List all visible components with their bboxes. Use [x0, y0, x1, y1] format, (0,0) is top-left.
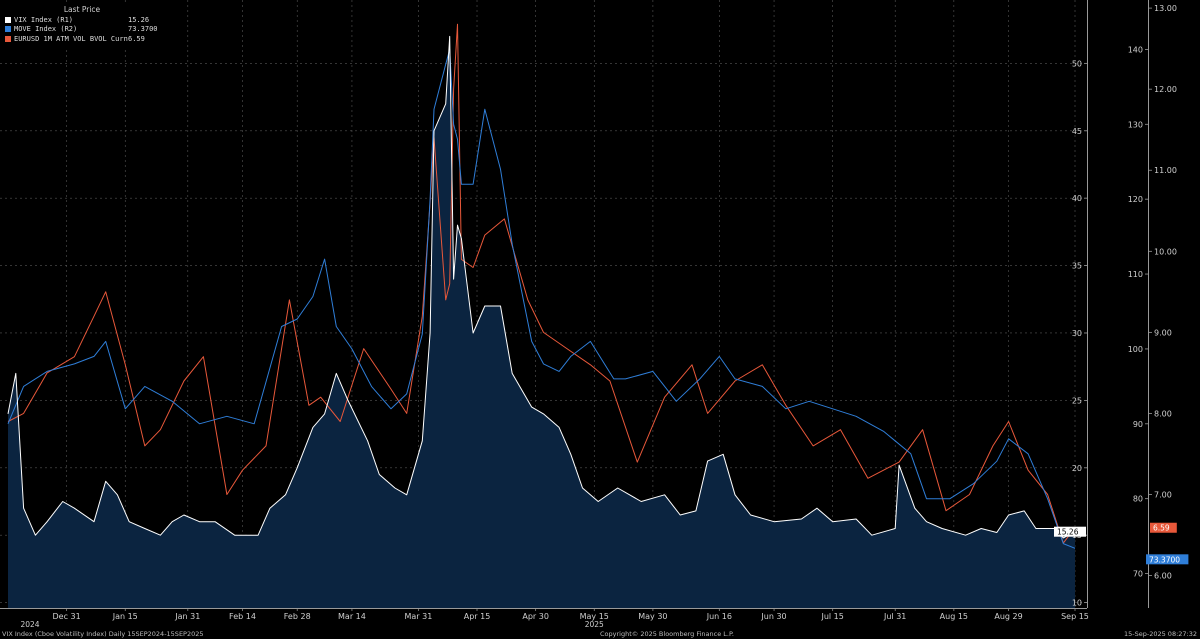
x-tick-label: Aug 29 — [994, 612, 1022, 621]
r1-tick-label: 35 — [1072, 262, 1082, 271]
r1-tick-label: 45 — [1072, 127, 1082, 136]
r3-tick-label: 13.00 — [1154, 4, 1177, 13]
last-value-move-bg — [1146, 554, 1189, 565]
legend-header: Last Price — [63, 5, 101, 14]
x-tick-label: May 15 — [580, 612, 609, 621]
last-value-eurusd: 6.59 — [1153, 524, 1170, 533]
legend-name-eurusd: EURUSD 1M ATM VOL BVOL Curncy (R3) — [14, 34, 128, 43]
x-tick-label: Jan 31 — [174, 612, 200, 621]
x-tick-label: Mar 31 — [404, 612, 432, 621]
x-tick-label: May 30 — [638, 612, 667, 621]
legend-item-eurusd: EURUSD 1M ATM VOL BVOL Curncy (R3) 6.59 — [2, 34, 162, 44]
legend-swatch-eurusd — [5, 35, 11, 42]
r2-tick-label: 110 — [1128, 270, 1143, 279]
r2-tick-label: 80 — [1133, 495, 1143, 504]
r3-tick-label: 6.00 — [1154, 572, 1172, 581]
x-tick-label: Jul 15 — [820, 612, 843, 621]
legend-name-move: MOVE Index (R2) — [14, 25, 78, 34]
r3-tick-label: 7.00 — [1154, 491, 1172, 500]
footer: VIX Index (Cboe Volatility Index) Daily … — [0, 628, 1200, 639]
last-value-vix-bg — [1054, 526, 1086, 537]
r3-tick-label: 10.00 — [1154, 247, 1177, 256]
r2-tick-label: 70 — [1133, 570, 1143, 579]
r1-tick-label: 10 — [1072, 599, 1082, 608]
x-tick-label: Apr 15 — [464, 612, 491, 621]
x-tick-label: Jan 15 — [112, 612, 138, 621]
r1-tick-label: 50 — [1072, 59, 1082, 68]
r3-tick-label: 9.00 — [1154, 328, 1172, 337]
x-tick-label: Mar 14 — [338, 612, 366, 621]
last-value-eurusd-bg — [1150, 522, 1177, 533]
legend-swatch-move — [5, 26, 11, 33]
legend-swatch-vix — [5, 16, 11, 23]
r1-tick-label: 25 — [1072, 396, 1082, 405]
legend-name-vix: VIX Index (R1) — [14, 15, 74, 24]
x-tick-label: Aug 15 — [940, 612, 968, 621]
series-layer — [7, 23, 1076, 608]
legend-value-move: 73.3700 — [128, 25, 158, 34]
x-tick-label: Jun 16 — [706, 612, 732, 621]
x-tick-label: Apr 30 — [522, 612, 549, 621]
x-tick-label: Feb 14 — [229, 612, 256, 621]
legend-item-move: MOVE Index (R2) 73.3700 — [2, 25, 162, 35]
footer-source: VIX Index (Cboe Volatility Index) Daily … — [2, 630, 204, 638]
r2-tick-label: 100 — [1128, 345, 1143, 354]
legend: Last Price VIX Index (R1) 15.26 MOVE Ind… — [2, 5, 162, 47]
eurusd-line — [7, 23, 1076, 544]
r3-tick-label: 12.00 — [1154, 85, 1177, 94]
vix-area — [8, 36, 1075, 608]
r2-tick-label: 130 — [1128, 120, 1143, 129]
footer-timestamp: 15-Sep-2025 08:27:32 — [1123, 630, 1197, 638]
r1-tick-label: 40 — [1072, 194, 1082, 203]
year-label-2024: 2024 — [20, 620, 39, 628]
last-value-vix: 15.26 — [1057, 528, 1079, 537]
r3-tick-label: 11.00 — [1154, 166, 1177, 175]
r2-tick-label: 120 — [1128, 195, 1143, 204]
x-tick-label: Dec 31 — [53, 612, 81, 621]
x-tick-label: Jun 30 — [760, 612, 786, 621]
vix-line — [7, 35, 1076, 539]
footer-copyright: Copyright© 2025 Bloomberg Finance L.P. — [600, 630, 734, 638]
r2-tick-label: 140 — [1128, 45, 1143, 54]
last-value-move: 73.3700 — [1149, 555, 1180, 564]
r3-tick-label: 8.00 — [1154, 409, 1172, 418]
labels-layer: Dec 31 Jan 15 Jan 31 Feb 14 Feb 28 Mar 14 Mar … — [20, 4, 1189, 628]
move-line — [7, 48, 1076, 549]
legend-item-vix: VIX Index (R1) 15.26 — [2, 15, 162, 25]
r2-tick-label: 90 — [1133, 420, 1143, 429]
x-tick-label: Feb 28 — [284, 612, 311, 621]
r1-tick-label: 30 — [1072, 329, 1082, 338]
legend-value-vix: 15.26 — [128, 15, 150, 24]
axes-layer — [0, 0, 1152, 611]
x-tick-label: Sep 15 — [1061, 612, 1089, 621]
legend-value-eurusd: 6.59 — [128, 34, 145, 43]
r1-tick-label: 20 — [1072, 464, 1082, 473]
x-tick-label: Jul 31 — [883, 612, 906, 621]
year-label-2025: 2025 — [585, 620, 604, 628]
